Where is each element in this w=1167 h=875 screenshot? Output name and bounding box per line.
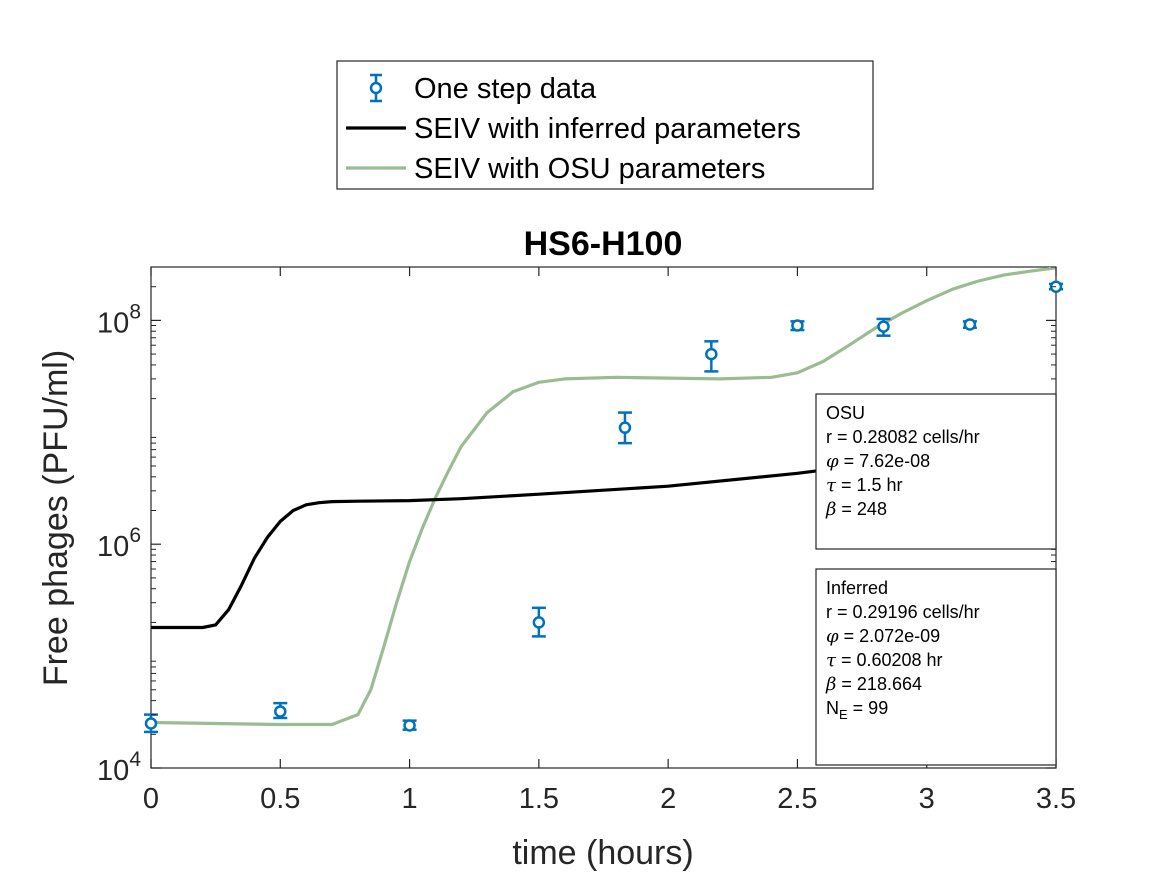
annotation-line: φ = 2.072e-09 <box>826 626 940 647</box>
annotation-line: r = 0.29196 cells/hr <box>826 602 980 622</box>
data-point <box>790 319 805 332</box>
annotation-frame <box>815 393 1057 550</box>
annotation-line: r = 0.28082 cells/hr <box>826 427 980 447</box>
annotation-label: OSU <box>826 403 865 423</box>
y-axis-label: Free phages (PFU/ml) <box>37 350 75 686</box>
annotation-ne-line: NE = 99 <box>826 698 888 722</box>
y-tick-label: 108 <box>97 300 141 339</box>
data-marker <box>532 616 546 629</box>
x-tick-label: 3 <box>919 783 935 815</box>
annotation-line: β = 248 <box>825 499 887 520</box>
chart-title: HS6-H100 <box>524 225 683 263</box>
x-tick-label: 0 <box>143 783 159 815</box>
legend-box <box>336 60 874 190</box>
annotations: OSU r = 0.28082 cells/hr φ = 7.62e-08 τ = 1… <box>815 393 1057 766</box>
y-tick-label: 106 <box>97 524 141 563</box>
data-point <box>962 318 977 331</box>
ticks-layer: 0 0.5 1 1.5 2 2.5 3 3.5 104 106 108 <box>97 266 1076 815</box>
legend-label: One step data <box>414 73 597 105</box>
x-tick-label: 2.5 <box>777 783 817 815</box>
legend: One step data SEIV with inferred paramete… <box>336 60 874 190</box>
annotation-line: τ = 1.5 hr <box>826 475 903 496</box>
data-point <box>531 606 546 638</box>
x-tick-label: 1.5 <box>519 783 559 815</box>
data-point <box>273 701 288 720</box>
annotation-line: β = 218.664 <box>825 674 922 695</box>
data-marker <box>618 421 632 434</box>
data-point <box>402 719 417 732</box>
data-point <box>704 340 719 373</box>
annotation-box-inferred: Inferred r = 0.29196 cells/hr φ = 2.072e-0… <box>815 568 1057 766</box>
annotation-box-osu: OSU r = 0.28082 cells/hr φ = 7.62e-08 τ = 1… <box>815 393 1057 550</box>
x-tick-label: 2 <box>660 783 676 815</box>
data-point <box>876 317 891 337</box>
legend-label: SEIV with inferred parameters <box>414 113 801 145</box>
y-tick-label: 104 <box>97 748 141 787</box>
data-marker <box>705 347 718 361</box>
data-marker <box>877 320 890 333</box>
data-point <box>1049 280 1063 293</box>
annotation-frame <box>815 568 1057 766</box>
data-marker <box>403 719 416 732</box>
data-marker <box>144 717 158 730</box>
legend-entry: SEIV with OSU parameters <box>346 153 765 185</box>
annotation-line: φ = 7.62e-08 <box>826 451 930 472</box>
x-tick-label: 0.5 <box>260 783 300 815</box>
legend-label: SEIV with OSU parameters <box>414 153 765 185</box>
data-point <box>617 411 632 445</box>
x-tick-label: 3.5 <box>1036 783 1076 815</box>
series-line-osu <box>150 266 1057 727</box>
data-marker <box>963 318 977 331</box>
annotation-line: τ = 0.60208 hr <box>826 650 943 671</box>
x-tick-label: 1 <box>402 783 418 815</box>
data-marker <box>274 705 287 718</box>
legend-entry: One step data <box>369 73 597 105</box>
x-axis-label: time (hours) <box>512 834 693 872</box>
series-layer <box>144 266 1063 734</box>
legend-marker-icon <box>369 81 383 95</box>
annotation-label: Inferred <box>826 578 888 598</box>
data-marker <box>791 319 804 332</box>
legend-entry: SEIV with inferred parameters <box>346 113 801 145</box>
series-line-inferred <box>151 434 1057 630</box>
